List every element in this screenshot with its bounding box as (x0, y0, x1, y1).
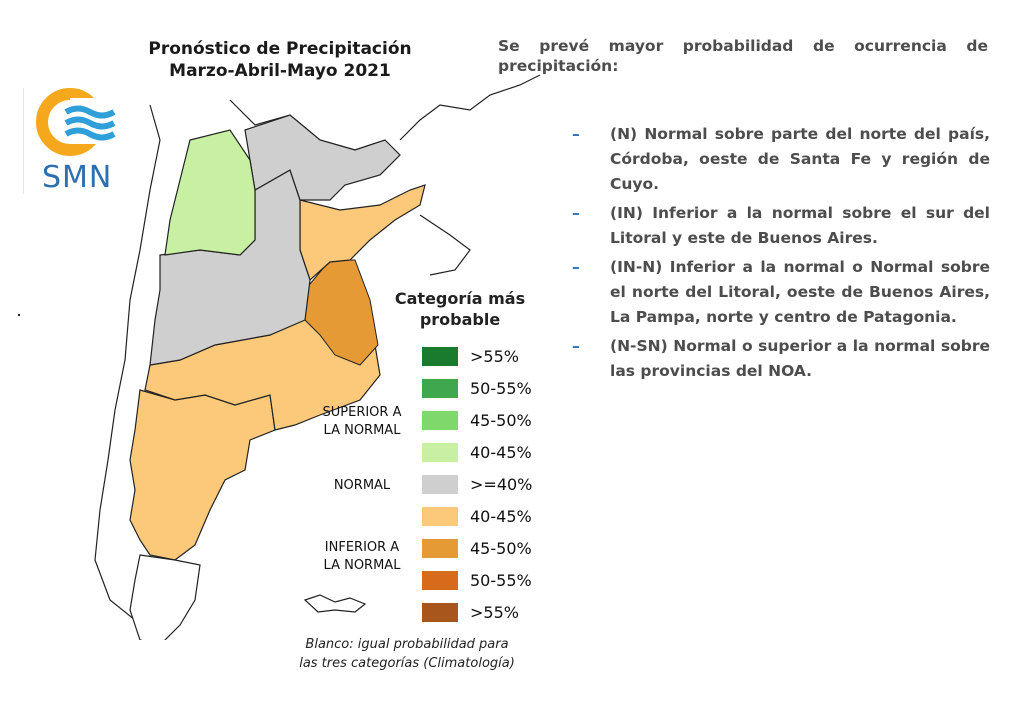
legend-swatch (421, 506, 459, 527)
legend-title: Categoría más probable (384, 288, 536, 330)
legend-swatch (421, 378, 459, 399)
legend-swatch (421, 474, 459, 495)
smn-logo-icon (36, 88, 120, 156)
legend-range: 50-55% (470, 379, 532, 398)
bullet-dash-icon: – (572, 204, 580, 222)
legend-swatch (421, 602, 459, 623)
region-patagonia (129, 389, 276, 561)
legend-group-superior: SUPERIOR A LA NORMAL (312, 404, 412, 440)
bullet-dash-icon: – (572, 337, 580, 355)
bullet-dash-icon: – (572, 258, 580, 276)
bullet-text: (N-SN) Normal o superior a la normal sob… (610, 337, 990, 380)
logo-text: SMN (42, 160, 113, 195)
bullet-text: (IN) Inferior a la normal sobre el sur d… (610, 204, 990, 247)
legend-group-inferior-line1: INFERIOR A (324, 540, 400, 555)
map-title-line1: Pronóstico de Precipitación (148, 39, 412, 59)
bullet-text: (N) Normal sobre parte del norte del paí… (610, 125, 990, 193)
legend-range: 45-50% (470, 411, 532, 430)
forecast-intro: Se prevé mayor probabilidad de ocurrenci… (498, 37, 988, 75)
stray-dot (18, 314, 20, 316)
logo-divider (23, 88, 24, 194)
legend-range: >=40% (470, 475, 533, 494)
legend-swatch (421, 538, 459, 559)
legend-swatch (421, 570, 459, 591)
region-north-center (244, 114, 401, 201)
bullet-item: – (IN-N) Inferior a la normal o Normal s… (572, 255, 990, 330)
map-title-line2: Marzo-Abril-Mayo 2021 (169, 61, 391, 81)
legend-group-normal: NORMAL (333, 478, 391, 493)
bullet-item: – (IN) Inferior a la normal sobre el sur… (572, 201, 990, 251)
legend-title-line1: Categoría más (394, 289, 526, 308)
map-footnote: Blanco: igual probabilidad para las tres… (282, 635, 532, 673)
legend-swatch (421, 346, 459, 367)
legend-group-superior-line2: LA NORMAL (323, 423, 401, 438)
legend-group-inferior-line2: LA NORMAL (323, 558, 401, 573)
bullet-text: (IN-N) Inferior a la normal o Normal sob… (610, 258, 990, 326)
neighbor-coastline (94, 74, 541, 621)
legend-range: 45-50% (470, 539, 532, 558)
legend-group-superior-line1: SUPERIOR A (322, 405, 402, 420)
bullet-item: – (N-SN) Normal o superior a la normal s… (572, 334, 990, 384)
footnote-line2: las tres categorías (Climatología) (299, 656, 515, 671)
forecast-bullets: – (N) Normal sobre parte del norte del p… (572, 122, 990, 388)
legend-swatch (421, 442, 459, 463)
legend-range: 40-45% (470, 507, 532, 526)
legend-group-inferior: INFERIOR A LA NORMAL (312, 539, 412, 575)
legend-swatch (421, 410, 459, 431)
argentina-map (94, 74, 541, 640)
bullet-item: – (N) Normal sobre parte del norte del p… (572, 122, 990, 197)
legend-range: 50-55% (470, 571, 532, 590)
legend-title-line2: probable (419, 310, 501, 329)
legend-range: 40-45% (470, 443, 532, 462)
footnote-line1: Blanco: igual probabilidad para (305, 637, 509, 652)
region-noa (164, 129, 256, 256)
bullet-dash-icon: – (572, 125, 580, 143)
legend-range: >55% (470, 347, 519, 366)
legend-range: >55% (470, 603, 519, 622)
region-islands (303, 594, 367, 613)
region-south-tip (129, 554, 201, 640)
map-title: Pronóstico de Precipitación Marzo-Abril-… (130, 38, 430, 82)
